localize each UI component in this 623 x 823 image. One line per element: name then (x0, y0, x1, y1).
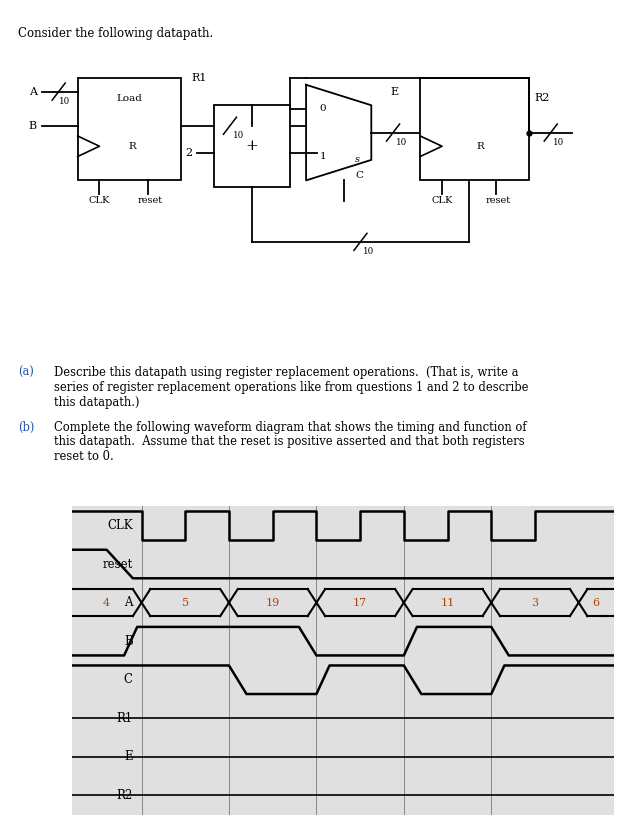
Text: 10: 10 (396, 137, 407, 146)
Text: A: A (125, 596, 133, 609)
Text: 2: 2 (186, 148, 193, 158)
Text: series of register replacement operations like from questions 1 and 2 to describ: series of register replacement operation… (54, 381, 529, 394)
Text: reset: reset (103, 557, 133, 570)
Bar (72, 584, 614, 622)
Text: (b): (b) (19, 421, 35, 434)
Text: Load: Load (117, 94, 142, 103)
Text: reset: reset (138, 197, 163, 206)
Text: 10: 10 (59, 96, 70, 105)
Bar (214, 105, 290, 188)
Text: reset: reset (485, 197, 511, 206)
Text: 4: 4 (103, 597, 110, 607)
Text: CLK: CLK (107, 519, 133, 532)
Text: A: A (29, 86, 37, 96)
Text: 19: 19 (265, 597, 280, 607)
Bar (72, 622, 614, 660)
Text: C: C (124, 673, 133, 686)
Bar (72, 545, 614, 584)
Text: R1: R1 (192, 73, 207, 83)
Text: 10: 10 (553, 137, 564, 146)
Bar (72, 506, 614, 545)
Text: 11: 11 (440, 597, 455, 607)
Text: R2: R2 (117, 789, 133, 802)
Text: Complete the following waveform diagram that shows the timing and function of: Complete the following waveform diagram … (54, 421, 527, 434)
Text: 3: 3 (531, 597, 538, 607)
Bar (72, 737, 614, 776)
Text: 6: 6 (592, 597, 600, 607)
Text: reset to 0.: reset to 0. (54, 450, 114, 463)
Bar (72, 699, 614, 737)
Text: 17: 17 (353, 597, 367, 607)
Text: R: R (128, 142, 136, 151)
Text: E: E (124, 751, 133, 764)
Text: R: R (476, 142, 484, 151)
Bar (72, 776, 614, 815)
Bar (78, 78, 181, 180)
Text: 0: 0 (320, 105, 326, 114)
Text: s: s (355, 156, 360, 165)
Text: B: B (29, 121, 37, 131)
Text: C: C (355, 171, 363, 179)
Text: +: + (245, 139, 258, 153)
Text: this datapath.  Assume that the reset is positive asserted and that both registe: this datapath. Assume that the reset is … (54, 435, 525, 449)
Text: CLK: CLK (88, 197, 110, 206)
Text: 5: 5 (182, 597, 189, 607)
Text: 1: 1 (320, 152, 326, 161)
Text: Describe this datapath using register replacement operations.  (That is, write a: Describe this datapath using register re… (54, 366, 519, 379)
Text: R2: R2 (535, 94, 549, 104)
Text: (a): (a) (19, 366, 34, 379)
Text: CLK: CLK (431, 197, 452, 206)
Text: E: E (391, 86, 399, 96)
Text: R1: R1 (117, 712, 133, 725)
Text: this datapath.): this datapath.) (54, 396, 140, 409)
Text: 10: 10 (232, 131, 244, 140)
Bar (421, 78, 529, 180)
Bar (72, 660, 614, 699)
Text: Consider the following datapath.: Consider the following datapath. (18, 26, 213, 40)
Text: B: B (124, 635, 133, 648)
Text: 10: 10 (363, 247, 374, 256)
